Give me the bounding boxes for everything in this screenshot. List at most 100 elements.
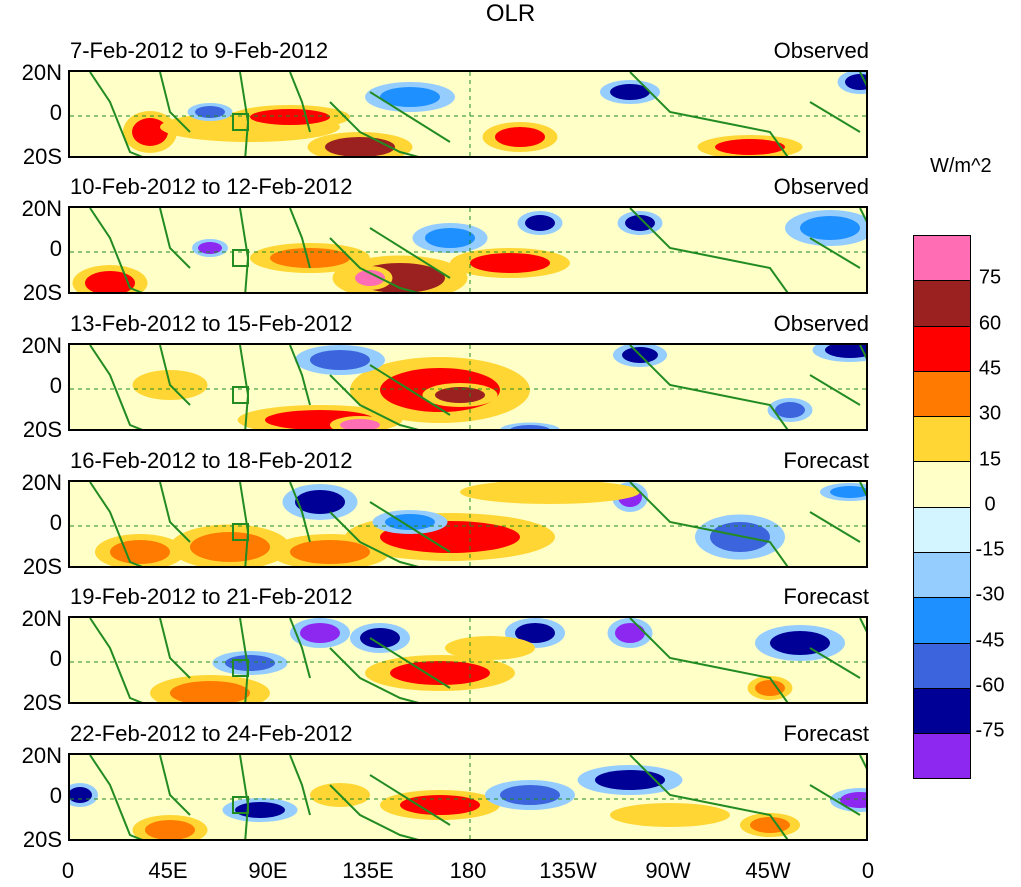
latitude-tick-label: 0: [49, 646, 62, 671]
anomaly-region: [460, 640, 520, 656]
longitude-tick-label: 180: [449, 858, 487, 883]
latitude-tick-label: 20N: [21, 196, 62, 221]
panel-status: Forecast: [783, 448, 869, 473]
olr-map-panel: [68, 616, 868, 704]
olr-map: [70, 72, 866, 156]
anomaly-region: [510, 425, 550, 429]
longitude-tick-label: 90W: [645, 858, 691, 883]
colorbar-swatch: [913, 642, 971, 688]
latitude-tick-label: 20S: [22, 690, 62, 715]
anomaly-region: [170, 681, 250, 702]
anomaly-region: [250, 109, 330, 125]
colorbar-tick-label: 45: [978, 357, 1002, 380]
longitude-tick-label: 135E: [342, 858, 394, 883]
anomaly-region: [355, 270, 385, 286]
olr-map-panel: [68, 343, 868, 431]
latitude-tick-label: 0: [49, 236, 62, 261]
latitude-tick-label: 20N: [21, 333, 62, 358]
latitude-tick-label: 20N: [21, 743, 62, 768]
colorbar: [913, 235, 971, 779]
anomaly-region: [235, 802, 285, 818]
olr-map-panel: [68, 753, 868, 841]
latitude-tick-label: 0: [49, 510, 62, 535]
latitude-tick-label: 0: [49, 783, 62, 808]
latitude-tick-label: 20S: [22, 144, 62, 169]
latitude-tick-label: 20N: [21, 60, 62, 85]
colorbar-swatch: [913, 733, 971, 779]
anomaly-region: [132, 118, 168, 146]
anomaly-region: [195, 106, 225, 118]
anomaly-region: [495, 127, 545, 147]
panel-status: Observed: [773, 311, 869, 336]
latitude-tick-label: 0: [49, 373, 62, 398]
longitude-tick-label: 0: [861, 858, 875, 883]
anomaly-region: [380, 87, 440, 107]
olr-map: [70, 208, 866, 292]
colorbar-swatch: [913, 370, 971, 417]
colorbar-swatch: [913, 325, 971, 371]
region-box: [232, 659, 249, 677]
anomaly-region: [325, 137, 395, 156]
colorbar-tick-label: -45: [975, 629, 1005, 652]
latitude-tick-label: 20N: [21, 606, 62, 631]
colorbar-tick-label: 0: [984, 493, 996, 516]
panel-date-range: 16-Feb-2012 to 18-Feb-2012: [70, 448, 353, 473]
anomaly-region: [435, 387, 485, 403]
anomaly-region: [295, 490, 345, 514]
anomaly-region: [490, 484, 610, 500]
longitude-tick-label: 90E: [248, 858, 288, 883]
anomaly-region: [145, 820, 195, 839]
colorbar-swatch: [913, 280, 971, 326]
anomaly-region: [715, 139, 785, 155]
longitude-tick-label: 0: [61, 858, 75, 883]
colorbar-swatch: [913, 687, 971, 734]
latitude-tick-label: 20S: [22, 554, 62, 579]
region-box: [232, 796, 249, 814]
olr-map-panel: [68, 70, 868, 158]
longitude-tick-label: 45W: [745, 858, 791, 883]
anomaly-region: [615, 623, 645, 643]
anomaly-region: [755, 680, 785, 696]
anomaly-region: [425, 228, 475, 248]
anomaly-region: [775, 402, 805, 418]
anomaly-region: [400, 795, 480, 815]
anomaly-region: [300, 623, 340, 643]
colorbar-tick-label: 60: [978, 312, 1002, 335]
map-background: [70, 208, 866, 292]
anomaly-region: [310, 350, 370, 370]
colorbar-swatch: [913, 461, 971, 507]
latitude-tick-label: 20S: [22, 280, 62, 305]
panel-date-range: 22-Feb-2012 to 24-Feb-2012: [70, 721, 353, 746]
latitude-tick-label: 20N: [21, 470, 62, 495]
colorbar-unit: W/m^2: [930, 155, 992, 177]
colorbar-tick-label: -30: [975, 583, 1005, 606]
anomaly-region: [85, 271, 135, 292]
colorbar-tick-label: -75: [975, 719, 1005, 742]
colorbar-tick-label: 30: [978, 402, 1002, 425]
anomaly-region: [270, 248, 350, 268]
region-box: [232, 386, 249, 404]
colorbar-swatch: [913, 416, 971, 462]
longitude-tick-label: 45E: [148, 858, 188, 883]
colorbar-swatch: [913, 597, 971, 643]
anomaly-region: [110, 540, 170, 564]
panel-status: Forecast: [783, 584, 869, 609]
anomaly-region: [825, 345, 866, 358]
olr-map-panel: [68, 206, 868, 294]
anomaly-region: [340, 419, 380, 429]
olr-map: [70, 755, 866, 839]
latitude-tick-label: 0: [49, 100, 62, 125]
latitude-tick-label: 20S: [22, 827, 62, 852]
panel-date-range: 10-Feb-2012 to 12-Feb-2012: [70, 174, 353, 199]
anomaly-region: [630, 807, 710, 823]
anomaly-region: [290, 540, 370, 564]
colorbar-swatch: [913, 506, 971, 553]
panel-date-range: 13-Feb-2012 to 15-Feb-2012: [70, 311, 353, 336]
chart-title: OLR: [485, 0, 536, 27]
anomaly-region: [750, 817, 790, 833]
anomaly-region: [845, 74, 866, 90]
region-box: [232, 113, 249, 131]
region-box: [232, 249, 249, 267]
colorbar-tick-label: 75: [978, 266, 1002, 289]
panel-date-range: 7-Feb-2012 to 9-Feb-2012: [70, 38, 329, 63]
